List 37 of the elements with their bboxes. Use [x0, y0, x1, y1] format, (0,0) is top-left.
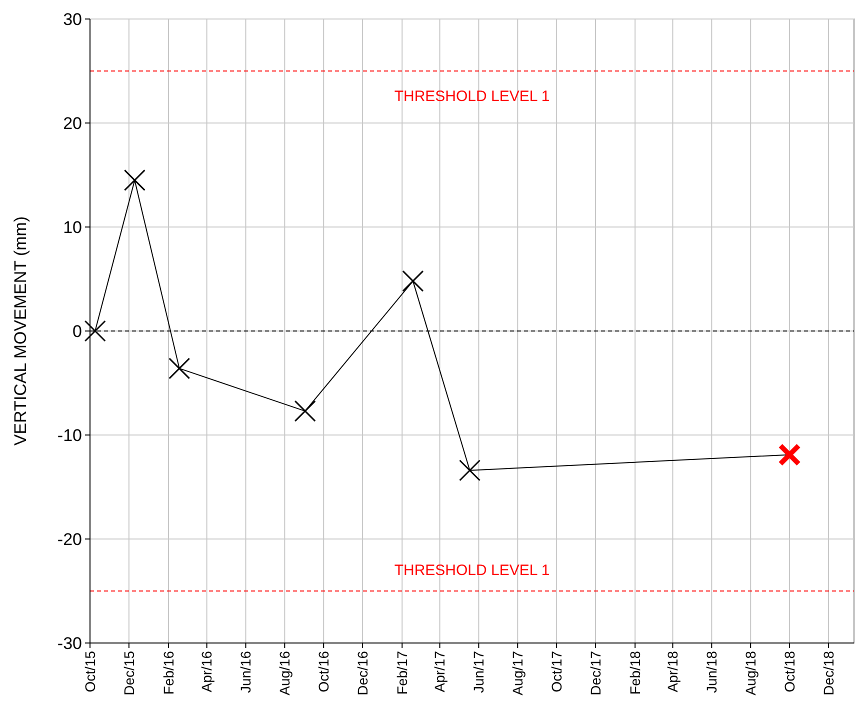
x-tick-label: Aug/17 [510, 650, 526, 696]
y-tick-label: -30 [57, 634, 82, 653]
x-tick-label: Feb/18 [626, 650, 643, 695]
x-tick-label: Oct/16 [316, 650, 332, 692]
point [402, 270, 424, 292]
point [294, 400, 316, 422]
point [84, 320, 106, 342]
y-axis-title: VERTICAL MOVEMENT (mm) [11, 216, 30, 446]
x-tick-label: Apr/16 [198, 650, 215, 692]
x-tick-label: Oct/17 [548, 650, 564, 692]
point [168, 358, 190, 380]
ref-line-label: THRESHOLD LEVEL 1 [394, 88, 550, 105]
point [459, 460, 481, 482]
y-tick-label: -20 [57, 530, 82, 549]
y-tick-label: 0 [72, 322, 82, 341]
x-tick-label: Oct/18 [781, 650, 798, 692]
y-tick-label: 30 [63, 10, 82, 29]
x-tick-label: Feb/17 [394, 650, 410, 695]
x-tick-label: Oct/15 [82, 650, 98, 692]
x-tick-label: Aug/16 [276, 650, 293, 696]
x-tick-label: Apr/17 [432, 650, 448, 692]
point [124, 169, 146, 191]
x-tick-label: Dec/16 [354, 650, 370, 696]
x-tick-label: Feb/16 [160, 650, 176, 695]
x-tick-label: Dec/17 [587, 650, 604, 696]
x-tick-label: Aug/18 [742, 650, 758, 696]
x-tick-label: Jun/17 [470, 650, 487, 694]
x-tick-label: Dec/18 [820, 650, 836, 696]
y-tick-label: 10 [63, 218, 82, 237]
x-tick-label: Dec/15 [120, 650, 137, 696]
ref-line-label: THRESHOLD LEVEL 1 [394, 562, 550, 579]
x-tick-label: Jun/18 [704, 650, 720, 694]
point [778, 443, 802, 466]
y-tick-label: -10 [57, 426, 82, 445]
x-tick-label: Jun/16 [238, 650, 254, 694]
x-tick-label: Apr/18 [664, 650, 681, 692]
y-tick-label: 20 [63, 114, 82, 133]
